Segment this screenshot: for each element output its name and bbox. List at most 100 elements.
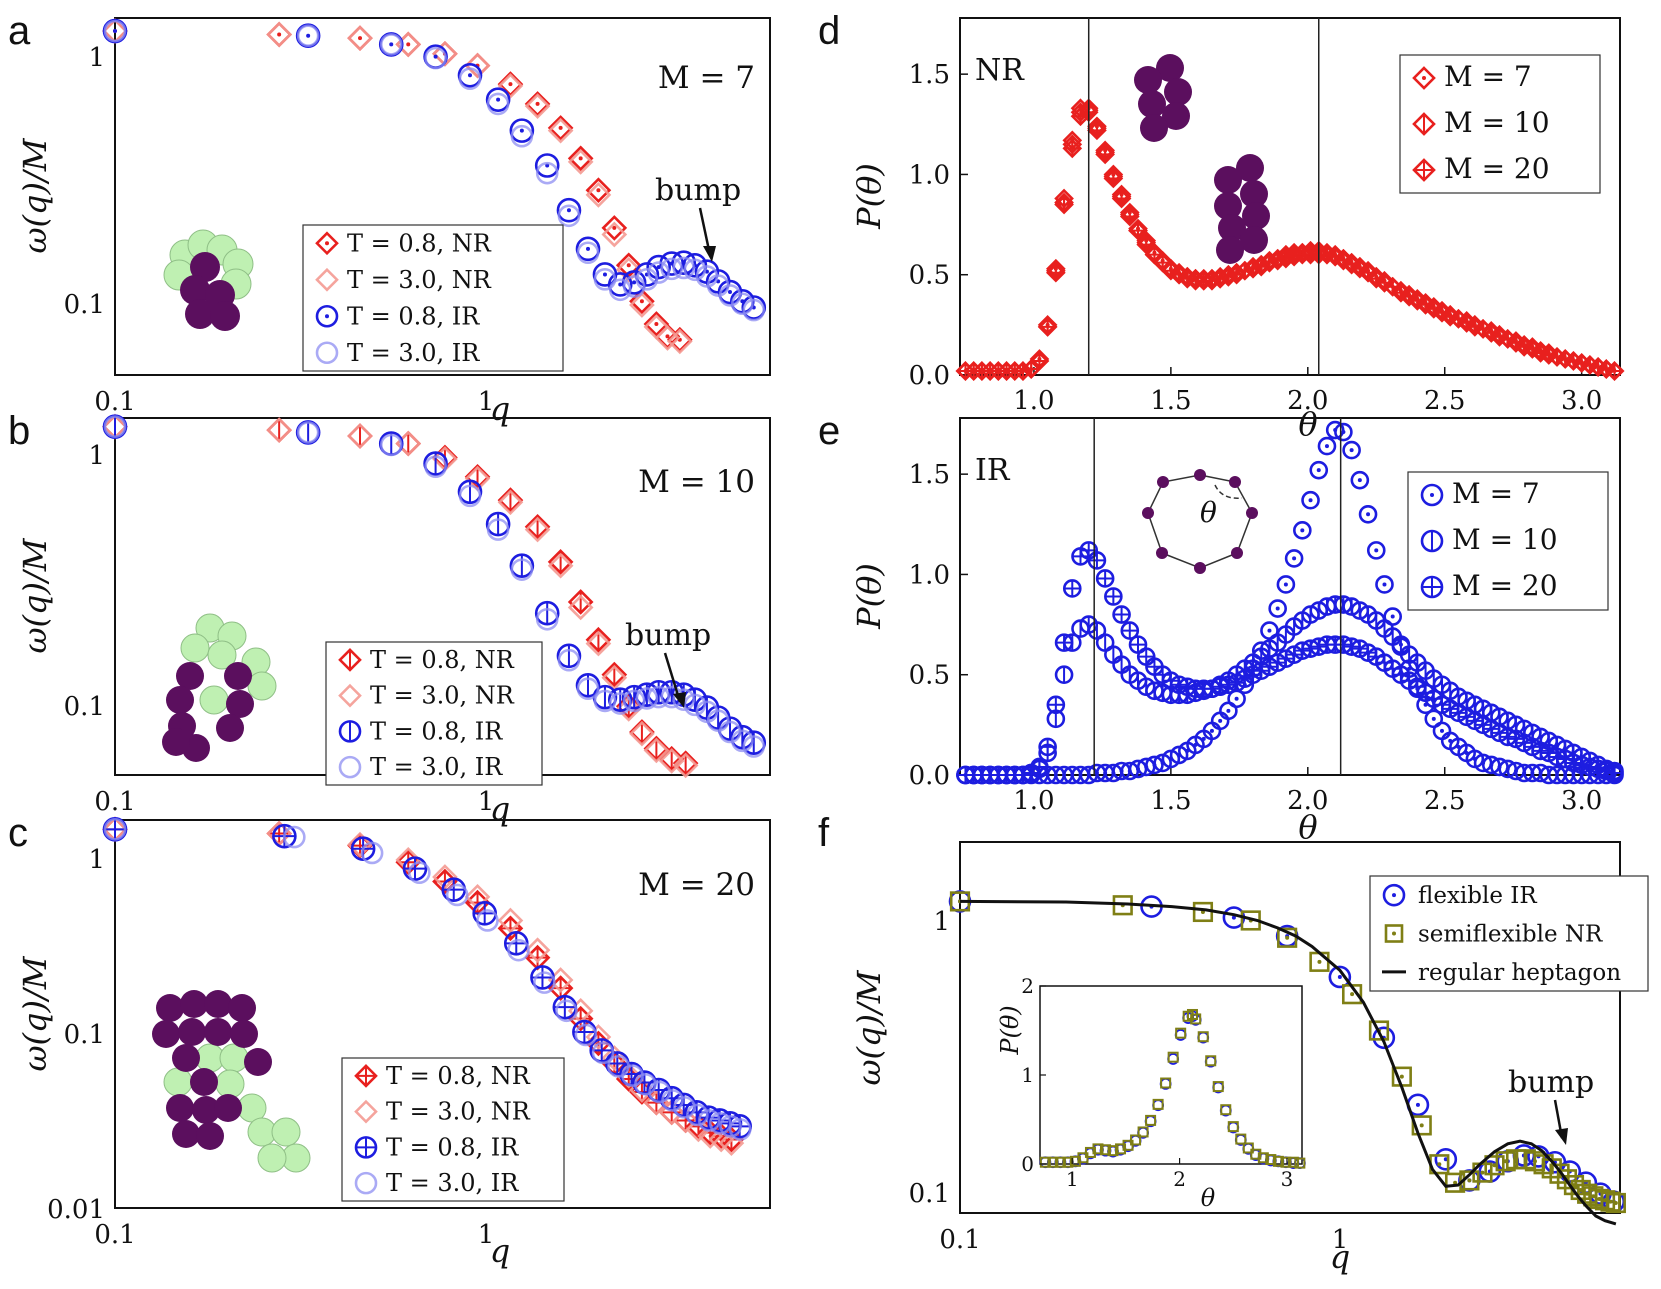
legend-marker: [338, 648, 362, 672]
data-point: [408, 861, 431, 885]
data-point: [635, 268, 659, 291]
data-point: [658, 748, 685, 774]
inset-data-marks: [1039, 1008, 1306, 1170]
panel-e: θ P(θ) 1.0 1.5 2.0 2.5 3.0 0.0 0.5 1.0 1.5 IR θ…: [850, 417, 1624, 846]
legend-box: [341, 1057, 565, 1202]
legend-marker: [338, 683, 362, 708]
data-point: [585, 177, 612, 204]
inset-data-point: [1205, 1055, 1217, 1067]
inset-y-tick-label: 2: [1021, 974, 1034, 998]
legend: M = 7 M = 10 M = 20: [1407, 471, 1609, 611]
legend-marker: [315, 267, 339, 292]
legend-entry: T = 3.0, IR: [386, 1169, 519, 1197]
data-point: [585, 182, 612, 208]
y-tick-label: 0.0: [909, 361, 950, 391]
data-point: [576, 677, 600, 701]
data-point: [567, 145, 594, 172]
x-tick-label: 1: [1332, 1225, 1349, 1255]
legend-entry: M = 10: [1452, 523, 1558, 556]
data-point: [1104, 587, 1123, 606]
data-point: [647, 261, 670, 284]
panel-letter-e: e: [818, 409, 840, 453]
data-point: [1112, 655, 1131, 674]
data-point: [575, 236, 601, 262]
inset-data-point: [1235, 1133, 1247, 1145]
data-point: [103, 19, 127, 43]
inset-data-point: [1100, 1144, 1111, 1156]
data-point: [347, 831, 373, 858]
data-point: [556, 643, 582, 669]
inset-data-point: [1212, 1081, 1224, 1093]
y-tick-label: 1: [933, 907, 950, 937]
x-tick-label: 1.0: [1013, 786, 1054, 816]
panel-b: q ω(q)/M 0.1 1 0.1 1 M = 10 bump: [16, 413, 771, 828]
legend-entry: T = 0.8, NR: [386, 1062, 531, 1090]
data-point: [742, 735, 766, 758]
data-point: [683, 258, 707, 282]
data-marks: [948, 890, 1626, 1226]
data-point: [1119, 206, 1140, 227]
data-point: [1317, 436, 1337, 456]
inset-data-point: [1257, 1152, 1269, 1164]
data-point: [534, 600, 560, 626]
data-point: [1054, 665, 1074, 685]
data-point: [509, 553, 535, 578]
data-point: [1103, 168, 1124, 189]
data-point: [1062, 138, 1083, 159]
data-point: [1054, 633, 1074, 652]
data-point: [266, 417, 292, 443]
legend-marker: [354, 1171, 378, 1195]
data-point: [622, 275, 646, 298]
data-point: [1111, 188, 1132, 209]
legend-entry: regular heptagon: [1418, 960, 1621, 986]
x-tick-label: 3.0: [1561, 786, 1602, 816]
x-tick-label: 2.5: [1424, 786, 1465, 816]
data-point: [728, 1118, 752, 1141]
data-point: [347, 25, 373, 51]
data-point: [432, 864, 458, 890]
arrow-head-icon: [673, 692, 686, 708]
data-point: [1276, 575, 1296, 594]
bump-label: bump: [625, 618, 711, 653]
data-point: [1046, 695, 1066, 715]
data-point: [510, 124, 534, 148]
data-point: [1095, 569, 1115, 588]
data-point: [266, 21, 292, 48]
inset-y-tick-label: 1: [1021, 1063, 1034, 1087]
y-ticks: 0.0 0.5 1.0 1.5: [909, 460, 968, 791]
panel-f: q ω(q)/M 0.1 1 0.1 1 bump flexible IR sem…: [850, 841, 1649, 1276]
data-point: [1284, 549, 1304, 568]
data-point: [524, 93, 551, 119]
data-point: [601, 664, 628, 691]
x-axis-label: q: [1330, 1238, 1350, 1276]
data-point: [607, 272, 633, 297]
data-point: [742, 298, 766, 322]
data-point: [424, 455, 447, 479]
data-point: [567, 149, 594, 175]
data-point: [1087, 551, 1107, 570]
y-tick-label: 1.0: [909, 160, 950, 190]
inset-x-ticks: 1 2 3: [1066, 1158, 1293, 1191]
data-point: [510, 558, 534, 581]
data-point: [1128, 220, 1148, 241]
legend-entry: T = 3.0, IR: [347, 339, 480, 367]
data-point: [1484, 1155, 1505, 1176]
legend-marker: [354, 1099, 378, 1124]
data-point: [1062, 579, 1082, 598]
data-point: [1444, 1172, 1466, 1193]
data-point: [646, 679, 671, 705]
arrow-head-icon: [703, 246, 716, 262]
data-point: [103, 818, 127, 841]
panel-c: q ω(q)/M 0.1 1 0.01 0.1 1 M = 20: [16, 816, 771, 1270]
legend-entry: T = 0.8, IR: [347, 302, 480, 330]
data-point: [509, 118, 535, 143]
data-point: [1136, 647, 1156, 666]
y-tick-label: 0.5: [909, 661, 950, 691]
data-point: [1350, 470, 1370, 490]
inset-data-point: [1265, 1154, 1277, 1166]
inset-data-point: [1167, 1051, 1179, 1063]
data-point: [360, 841, 384, 865]
data-point: [731, 292, 754, 316]
legend-marker: [1420, 529, 1444, 553]
y-tick-label: 1.0: [909, 560, 950, 590]
